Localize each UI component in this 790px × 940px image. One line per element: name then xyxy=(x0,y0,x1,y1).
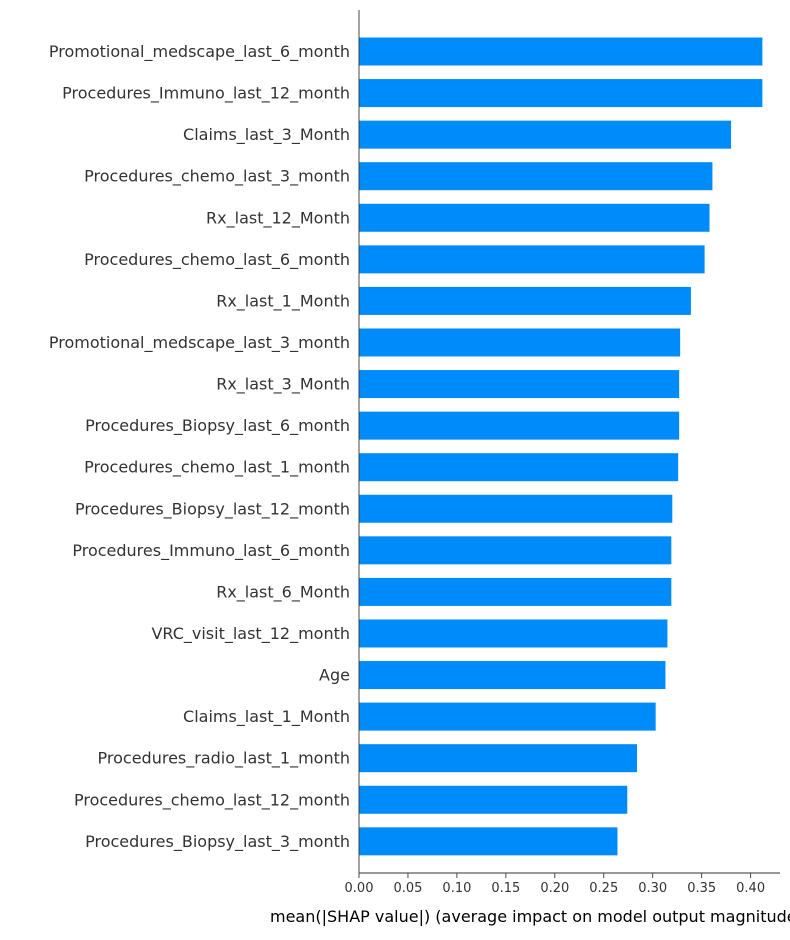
bar-1 xyxy=(359,37,763,66)
bar-19 xyxy=(359,785,628,814)
category-label-4: Procedures_chemo_last_3_month xyxy=(84,167,350,187)
bar-15 xyxy=(359,619,668,648)
x-tick-label-8: 0.35 xyxy=(687,881,716,896)
bar-13 xyxy=(359,536,672,565)
category-label-3: Claims_last_3_Month xyxy=(183,125,350,145)
category-label-8: Promotional_medscape_last_3_month xyxy=(49,333,350,353)
category-label-6: Procedures_chemo_last_6_month xyxy=(84,250,350,270)
category-label-17: Claims_last_1_Month xyxy=(183,707,350,727)
category-label-5: Rx_last_12_Month xyxy=(206,208,350,228)
category-label-18: Procedures_radio_last_1_month xyxy=(98,749,350,769)
bar-20 xyxy=(359,827,618,856)
bar-11 xyxy=(359,453,679,482)
bar-10 xyxy=(359,411,680,440)
x-axis-title: mean(|SHAP value|) (average impact on mo… xyxy=(270,907,790,926)
x-tick-label-1: 0.00 xyxy=(345,881,374,896)
bar-5 xyxy=(359,203,710,232)
category-label-2: Procedures_Immuno_last_12_month xyxy=(62,84,350,104)
category-label-9: Rx_last_3_Month xyxy=(216,375,350,395)
x-tick-label-3: 0.10 xyxy=(442,881,471,896)
bar-4 xyxy=(359,162,713,191)
x-tick-label-5: 0.20 xyxy=(540,881,569,896)
bar-2 xyxy=(359,79,763,108)
bar-12 xyxy=(359,494,673,523)
x-tick-label-7: 0.30 xyxy=(638,881,667,896)
category-label-19: Procedures_chemo_last_12_month xyxy=(74,790,350,810)
bar-3 xyxy=(359,120,732,149)
category-label-13: Procedures_Immuno_last_6_month xyxy=(72,541,350,561)
bar-16 xyxy=(359,661,666,690)
x-tick-label-9: 0.40 xyxy=(736,881,765,896)
category-label-15: VRC_visit_last_12_month xyxy=(151,624,350,644)
x-tick-label-2: 0.05 xyxy=(393,881,422,896)
bar-8 xyxy=(359,328,681,357)
category-label-10: Procedures_Biopsy_last_6_month xyxy=(85,416,350,436)
category-label-12: Procedures_Biopsy_last_12_month xyxy=(75,499,350,519)
category-label-11: Procedures_chemo_last_1_month xyxy=(84,458,350,478)
category-label-7: Rx_last_1_Month xyxy=(216,291,350,311)
category-label-1: Promotional_medscape_last_6_month xyxy=(49,42,350,62)
bar-9 xyxy=(359,370,680,399)
category-label-14: Rx_last_6_Month xyxy=(216,582,350,602)
bar-7 xyxy=(359,286,691,315)
x-ticks-group: 0.00 0.05 0.10 0.15 0.20 0.25 0.30 0.35 0.40 xyxy=(345,873,765,896)
bars-group xyxy=(359,37,763,856)
x-tick-label-6: 0.25 xyxy=(589,881,618,896)
bar-14 xyxy=(359,577,672,606)
bar-6 xyxy=(359,245,705,274)
bar-17 xyxy=(359,702,656,731)
category-label-20: Procedures_Biopsy_last_3_month xyxy=(85,832,350,852)
category-label-16: Age xyxy=(319,666,350,685)
category-labels-group: Promotional_medscape_last_6_month Procedu… xyxy=(49,42,350,852)
x-tick-label-4: 0.15 xyxy=(491,881,520,896)
bar-18 xyxy=(359,744,638,773)
